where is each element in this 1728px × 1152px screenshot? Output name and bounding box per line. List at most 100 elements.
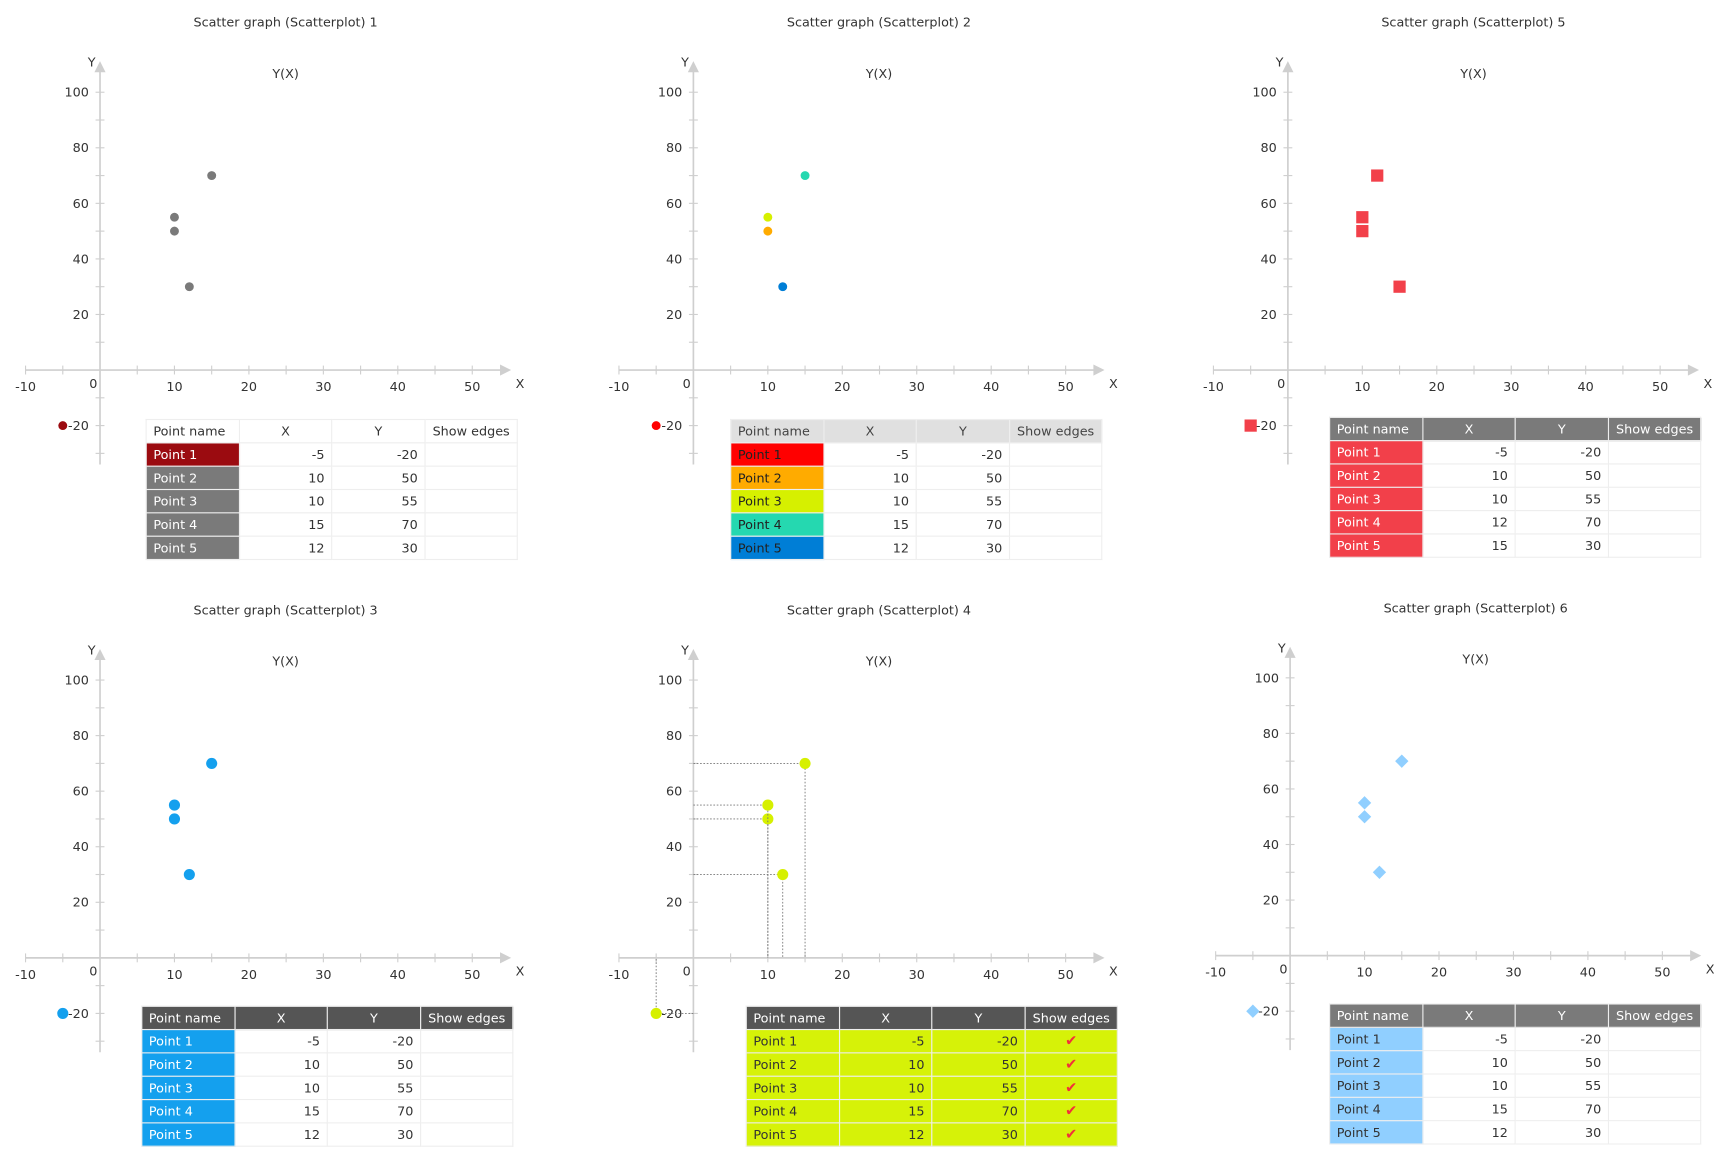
table-row[interactable]: Point 2 10 50 xyxy=(1328,463,1702,488)
table-row[interactable]: Point 1 -5 -20 ✔ xyxy=(745,1028,1118,1054)
point-y-cell[interactable]: 30 xyxy=(1514,533,1610,558)
show-edges-cell[interactable] xyxy=(424,465,518,491)
data-point-3[interactable] xyxy=(763,212,773,222)
point-name-cell[interactable]: Point 5 xyxy=(145,535,241,561)
data-point-2[interactable] xyxy=(170,226,179,236)
show-edges-cell[interactable]: ✔ xyxy=(1024,1052,1118,1077)
point-x-cell[interactable]: 10 xyxy=(1422,486,1516,512)
data-point-5[interactable] xyxy=(1372,865,1387,879)
point-x-cell[interactable]: 10 xyxy=(1422,463,1516,488)
point-y-cell[interactable]: 70 xyxy=(915,512,1011,537)
point-x-cell[interactable]: 12 xyxy=(823,535,917,561)
show-edges-cell[interactable] xyxy=(1607,510,1702,535)
table-row[interactable]: Point 4 15 70 xyxy=(141,1098,514,1124)
table-row[interactable]: Point 4 12 70 xyxy=(1328,510,1702,535)
point-x-cell[interactable]: -5 xyxy=(1422,1026,1516,1052)
data-point-5[interactable] xyxy=(778,282,788,292)
point-name-cell[interactable]: Point 2 xyxy=(141,1052,236,1077)
point-y-cell[interactable]: 55 xyxy=(1514,486,1610,512)
point-x-cell[interactable]: -5 xyxy=(234,1028,328,1054)
table-row[interactable]: Point 1 -5 -20 xyxy=(1328,1026,1702,1052)
point-name-cell[interactable]: Point 5 xyxy=(1328,533,1424,558)
table-row[interactable]: Point 3 10 55 xyxy=(141,1075,514,1101)
point-name-cell[interactable]: Point 5 xyxy=(1328,1120,1424,1145)
data-point-1[interactable] xyxy=(651,421,661,431)
point-name-cell[interactable]: Point 3 xyxy=(141,1075,236,1101)
show-edges-cell[interactable]: ✔ xyxy=(1024,1122,1118,1147)
data-point-2[interactable] xyxy=(1357,810,1372,824)
point-name-cell[interactable]: Point 4 xyxy=(145,512,241,537)
show-edges-cell[interactable] xyxy=(1607,1120,1702,1145)
point-x-cell[interactable]: 10 xyxy=(1422,1050,1516,1075)
table-row[interactable]: Point 4 15 70 xyxy=(145,512,518,537)
data-point-3[interactable] xyxy=(1357,796,1372,810)
table-row[interactable]: Point 2 10 50 ✔ xyxy=(745,1052,1118,1077)
show-edges-cell[interactable] xyxy=(1008,465,1103,491)
point-x-cell[interactable]: 15 xyxy=(238,512,333,537)
point-x-cell[interactable]: 15 xyxy=(823,512,917,537)
point-name-cell[interactable]: Point 1 xyxy=(1328,440,1424,465)
table-row[interactable]: Point 2 10 50 xyxy=(141,1052,514,1077)
point-y-cell[interactable]: 50 xyxy=(915,465,1011,491)
point-name-cell[interactable]: Point 2 xyxy=(730,465,825,491)
point-x-cell[interactable]: -5 xyxy=(823,442,917,467)
table-row[interactable]: Point 2 10 50 xyxy=(145,465,518,491)
show-edges-cell[interactable] xyxy=(424,488,518,514)
point-x-cell[interactable]: 10 xyxy=(238,488,333,514)
show-edges-cell[interactable] xyxy=(1607,1096,1702,1122)
point-y-cell[interactable]: -20 xyxy=(1514,440,1610,465)
point-name-cell[interactable]: Point 5 xyxy=(730,535,825,561)
show-edges-cell[interactable] xyxy=(420,1075,514,1101)
point-y-cell[interactable]: 30 xyxy=(931,1122,1026,1147)
point-x-cell[interactable]: 10 xyxy=(823,465,917,491)
show-edges-cell[interactable] xyxy=(1607,440,1702,465)
point-name-cell[interactable]: Point 1 xyxy=(145,442,241,467)
table-row[interactable]: Point 5 12 30 xyxy=(141,1122,514,1147)
point-y-cell[interactable]: 70 xyxy=(326,1098,422,1124)
point-y-cell[interactable]: 50 xyxy=(326,1052,422,1077)
point-name-cell[interactable]: Point 1 xyxy=(141,1028,236,1054)
point-name-cell[interactable]: Point 4 xyxy=(141,1098,236,1124)
point-name-cell[interactable]: Point 5 xyxy=(745,1122,841,1147)
data-point-1[interactable] xyxy=(1244,419,1257,432)
show-edges-cell[interactable] xyxy=(420,1052,514,1077)
point-name-cell[interactable]: Point 4 xyxy=(730,512,825,537)
point-name-cell[interactable]: Point 3 xyxy=(1328,1073,1424,1098)
point-x-cell[interactable]: 10 xyxy=(838,1075,933,1101)
data-point-2[interactable] xyxy=(1356,225,1369,238)
data-point-5[interactable] xyxy=(1393,280,1406,293)
data-point-1[interactable] xyxy=(650,1007,662,1019)
point-y-cell[interactable]: 30 xyxy=(326,1122,422,1147)
point-y-cell[interactable]: 55 xyxy=(1514,1073,1610,1098)
point-x-cell[interactable]: -5 xyxy=(838,1028,933,1054)
show-edges-cell[interactable] xyxy=(1607,533,1702,558)
point-y-cell[interactable]: -20 xyxy=(915,442,1011,467)
show-edges-cell[interactable] xyxy=(420,1122,514,1147)
show-edges-cell[interactable] xyxy=(1607,1026,1702,1052)
point-y-cell[interactable]: 50 xyxy=(1514,1050,1610,1075)
data-point-3[interactable] xyxy=(168,799,181,811)
point-x-cell[interactable]: 12 xyxy=(238,535,333,561)
point-name-cell[interactable]: Point 4 xyxy=(745,1098,841,1124)
point-x-cell[interactable]: 10 xyxy=(234,1075,328,1101)
point-y-cell[interactable]: 50 xyxy=(1514,463,1610,488)
show-edges-cell[interactable] xyxy=(424,442,518,467)
show-edges-cell[interactable] xyxy=(1008,535,1103,561)
point-y-cell[interactable]: 55 xyxy=(326,1075,422,1101)
data-point-5[interactable] xyxy=(183,868,195,881)
point-name-cell[interactable]: Point 2 xyxy=(745,1052,841,1077)
show-edges-cell[interactable]: ✔ xyxy=(1024,1028,1118,1054)
show-edges-cell[interactable] xyxy=(1607,1073,1702,1098)
point-x-cell[interactable]: 10 xyxy=(838,1052,933,1077)
point-name-cell[interactable]: Point 2 xyxy=(1328,1050,1424,1075)
point-x-cell[interactable]: 12 xyxy=(1422,510,1516,535)
show-edges-cell[interactable] xyxy=(420,1028,514,1054)
point-x-cell[interactable]: 10 xyxy=(238,465,333,491)
table-row[interactable]: Point 5 12 30 xyxy=(145,535,518,561)
point-x-cell[interactable]: -5 xyxy=(238,442,333,467)
point-x-cell[interactable]: 10 xyxy=(234,1052,328,1077)
data-point-4[interactable] xyxy=(207,171,217,181)
point-y-cell[interactable]: 30 xyxy=(331,535,426,561)
point-x-cell[interactable]: 12 xyxy=(1422,1120,1516,1145)
data-point-4[interactable] xyxy=(206,757,218,769)
